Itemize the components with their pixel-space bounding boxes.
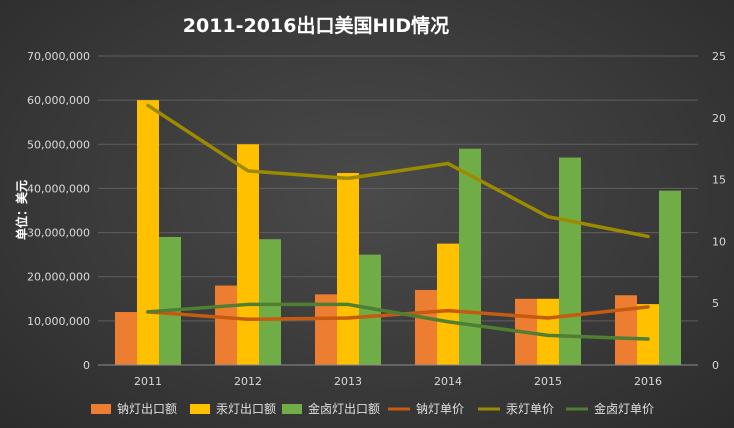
y-tick-label: 40,000,000 [27, 182, 90, 195]
y-tick-label: 20,000,000 [27, 271, 90, 284]
y2-tick-label: 20 [712, 112, 726, 125]
y-tick-label: 50,000,000 [27, 138, 90, 151]
bar-mercury-export [437, 243, 459, 365]
bar-mercury-export [637, 304, 659, 365]
chart-title: 2011-2016出口美国HID情况 [183, 14, 449, 37]
gridlines [98, 55, 698, 322]
legend-label: 金卤灯出口额 [308, 401, 380, 416]
y2-tick-label: 15 [712, 174, 726, 187]
bar-mercury-export [337, 172, 359, 365]
y-tick-label: 30,000,000 [27, 227, 90, 240]
y-tick-label: 70,000,000 [27, 50, 90, 63]
y-tick-label: 10,000,000 [27, 315, 90, 328]
x-tick-label: 2012 [234, 375, 262, 388]
legend-swatch [190, 404, 210, 414]
bar-mercury-export [537, 298, 559, 365]
legend-label: 钠灯单价 [416, 401, 464, 416]
legend-label: 汞灯出口额 [216, 402, 276, 416]
y2-tick-label: 5 [712, 297, 719, 310]
x-tick-label: 2015 [534, 375, 562, 388]
legend: 钠灯出口额 汞灯出口额 金卤灯出口额 钠灯单价 汞灯单价 金卤灯单价 [91, 401, 654, 416]
x-tick-label: 2014 [434, 375, 462, 388]
bar-sodium-export [115, 312, 137, 365]
line-metal-halide-unit-price [146, 302, 650, 341]
legend-swatch [91, 404, 111, 414]
y-axis-label: 单位：美元 [14, 180, 29, 240]
x-tick-label: 2011 [134, 375, 162, 388]
y-tick-label: 60,000,000 [27, 94, 90, 107]
axes: 0 10,000,000 20,000,000 30,000,000 40,000,00… [27, 50, 726, 388]
x-tick-label: 2016 [634, 375, 662, 388]
y-tick-label: 0 [83, 359, 90, 372]
legend-label: 金卤灯单价 [594, 401, 654, 416]
bar-metal-halide-export [259, 239, 281, 365]
y2-tick-label: 0 [712, 359, 719, 372]
bar-mercury-export [137, 100, 159, 366]
bar-sodium-export [315, 294, 337, 365]
legend-label: 钠灯出口额 [117, 401, 177, 416]
legend-swatch [282, 404, 302, 414]
bar-metal-halide-export [659, 190, 681, 365]
line-series [146, 103, 650, 341]
bar-metal-halide-export [159, 236, 181, 365]
x-tick-label: 2013 [334, 375, 362, 388]
bar-metal-halide-export [559, 157, 581, 365]
bar-sodium-export [215, 285, 237, 365]
bar-mercury-export [237, 144, 259, 365]
y2-tick-label: 25 [712, 50, 726, 63]
y2-tick-label: 10 [712, 235, 726, 248]
bar-sodium-export [615, 295, 637, 365]
bar-sodium-export [415, 289, 437, 365]
line-mercury-unit-price [146, 103, 650, 239]
legend-label: 汞灯单价 [506, 402, 554, 416]
